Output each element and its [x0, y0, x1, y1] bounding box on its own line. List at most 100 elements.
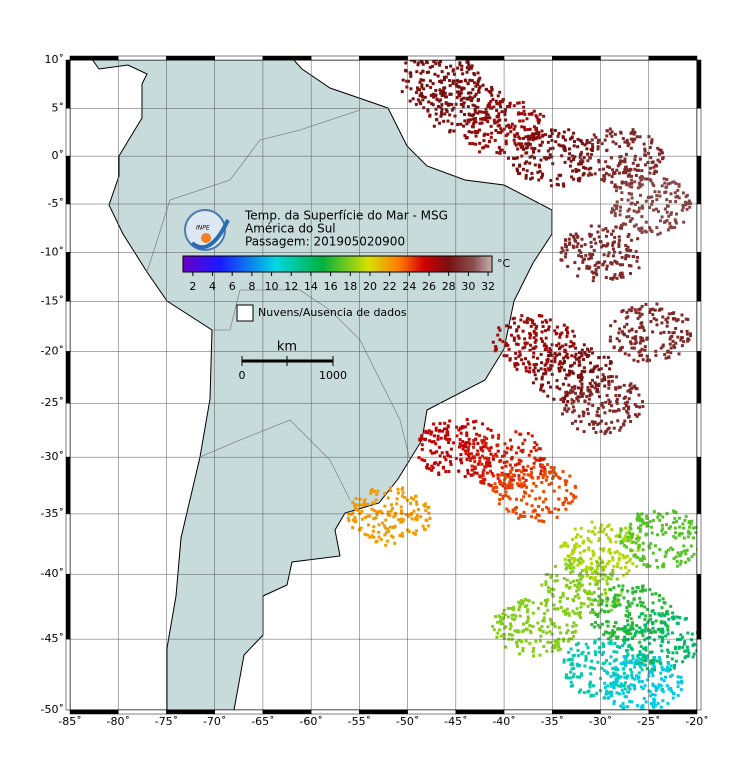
- sst-pixel: [618, 684, 622, 688]
- sst-pixel: [432, 461, 436, 465]
- sst-pixel: [553, 646, 557, 650]
- sst-pixel: [486, 427, 490, 431]
- sst-pixel: [630, 636, 634, 640]
- sst-pixel: [635, 259, 639, 263]
- sst-pixel: [541, 475, 545, 479]
- sst-pixel: [677, 184, 681, 188]
- sst-pixel: [564, 483, 568, 487]
- sst-pixel: [657, 612, 661, 616]
- sst-pixel: [566, 544, 570, 548]
- sst-pixel: [557, 485, 561, 489]
- sst-pixel: [525, 321, 529, 325]
- sst-pixel: [679, 336, 683, 340]
- sst-pixel: [535, 443, 539, 447]
- sst-pixel: [560, 412, 564, 416]
- sst-pixel: [490, 471, 494, 475]
- sst-pixel: [467, 63, 471, 67]
- sst-pixel: [523, 438, 527, 442]
- sst-pixel: [607, 251, 611, 255]
- sst-pixel: [461, 447, 465, 451]
- sst-pixel: [442, 75, 446, 79]
- sst-pixel: [496, 102, 500, 106]
- sst-pixel: [619, 155, 623, 159]
- sst-pixel: [660, 677, 664, 681]
- sst-pixel: [607, 383, 611, 387]
- sst-pixel: [664, 634, 668, 638]
- sst-pixel: [538, 112, 542, 116]
- sst-pixel: [487, 456, 491, 460]
- sst-pixel: [621, 263, 625, 267]
- sst-pixel: [503, 626, 507, 630]
- sst-pixel: [498, 131, 502, 135]
- sst-pixel: [615, 683, 619, 687]
- sst-pixel: [476, 82, 480, 86]
- sst-pixel: [562, 541, 566, 545]
- sst-pixel: [522, 320, 526, 324]
- sst-pixel: [532, 135, 536, 139]
- sst-pixel: [575, 585, 579, 589]
- sst-pixel: [615, 185, 619, 189]
- sst-pixel: [518, 163, 522, 167]
- sst-patch: [559, 373, 645, 436]
- sst-pixel: [544, 497, 548, 501]
- sst-pixel: [501, 340, 505, 344]
- sst-pixel: [595, 561, 599, 565]
- sst-pixel: [442, 50, 445, 53]
- sst-pixel: [641, 405, 645, 409]
- sst-pixel: [671, 339, 675, 343]
- sst-pixel: [431, 103, 435, 107]
- sst-pixel: [555, 182, 559, 186]
- sst-pixel: [603, 138, 607, 142]
- sst-pixel: [614, 394, 618, 398]
- sst-pixel: [502, 633, 506, 637]
- sst-pixel: [627, 142, 631, 146]
- lon-tick-label: -45˚: [444, 715, 467, 728]
- sst-pixel: [542, 114, 546, 118]
- sst-pixel: [542, 389, 546, 393]
- sst-pixel: [500, 148, 504, 152]
- sst-pixel: [554, 643, 558, 647]
- sst-pixel: [437, 445, 441, 449]
- sst-pixel: [618, 349, 622, 353]
- sst-pixel: [530, 515, 534, 519]
- sst-pixel: [441, 465, 445, 469]
- sst-pixel: [501, 98, 505, 102]
- sst-pixel: [576, 641, 580, 645]
- sst-pixel: [499, 105, 503, 109]
- sst-pixel: [667, 548, 671, 552]
- sst-pixel: [439, 436, 443, 440]
- sst-pixel: [474, 142, 478, 146]
- sst-pixel: [685, 193, 689, 197]
- sst-pixel: [674, 647, 678, 651]
- sst-pixel: [615, 680, 619, 684]
- sst-pixel: [381, 521, 385, 525]
- sst-pixel: [587, 548, 591, 552]
- sst-pixel: [415, 517, 419, 521]
- sst-pixel: [621, 275, 625, 279]
- sst-pixel: [544, 580, 548, 584]
- sst-pixel: [439, 79, 443, 83]
- sst-pixel: [677, 183, 681, 187]
- sst-pixel: [612, 702, 616, 706]
- sst-pixel: [540, 330, 544, 334]
- sst-pixel: [609, 210, 613, 214]
- sst-pixel: [609, 577, 613, 581]
- sst-pixel: [667, 526, 671, 530]
- frame-bar: [65, 155, 71, 205]
- sst-pixel: [640, 604, 644, 608]
- sst-pixel: [521, 167, 525, 171]
- sst-pixel: [627, 264, 631, 268]
- sst-pixel: [631, 140, 635, 144]
- sst-pixel: [520, 485, 524, 489]
- sst-pixel: [577, 249, 581, 253]
- sst-pixel: [636, 534, 640, 538]
- sst-pixel: [523, 128, 527, 132]
- sst-pixel: [607, 641, 611, 645]
- sst-pixel: [567, 407, 571, 411]
- sst-pixel: [616, 635, 620, 639]
- sst-pixel: [586, 159, 590, 163]
- sst-pixel: [641, 548, 645, 552]
- sst-pixel: [626, 623, 630, 627]
- sst-pixel: [642, 696, 646, 700]
- sst-pixel: [596, 660, 600, 664]
